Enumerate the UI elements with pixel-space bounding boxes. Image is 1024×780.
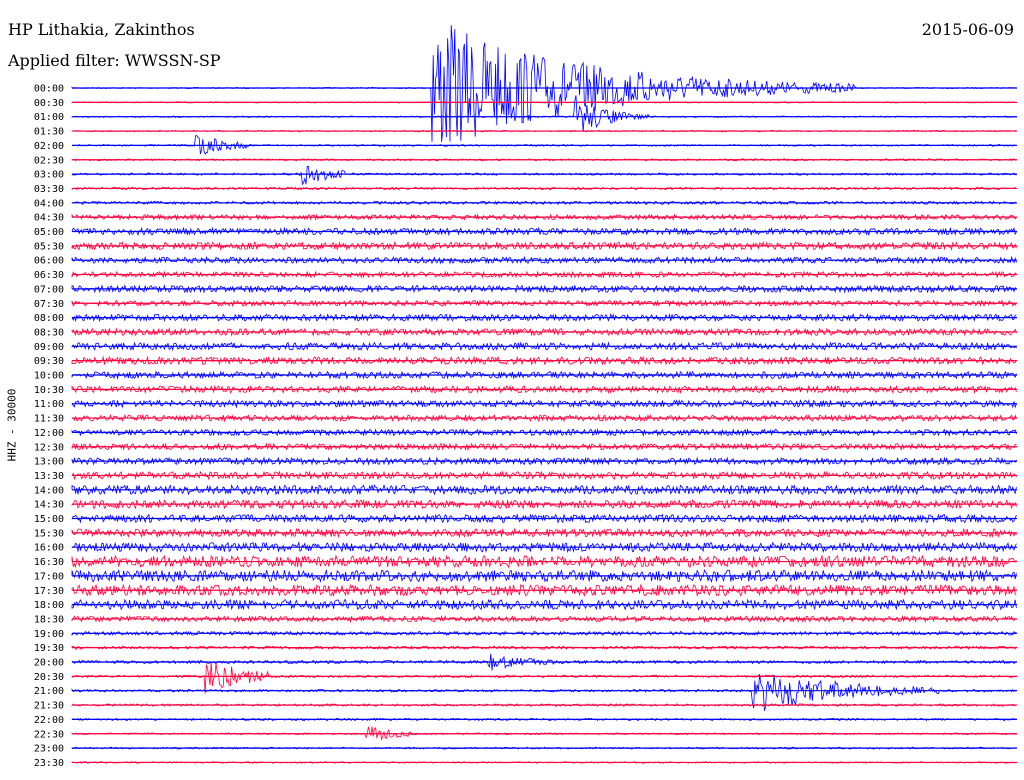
trace-label: 02:00	[34, 141, 64, 152]
trace-label: 22:00	[34, 715, 64, 726]
seismic-trace	[71, 442, 1017, 452]
trace-label: 03:00	[34, 170, 64, 181]
trace-label: 03:30	[34, 184, 64, 195]
trace-label: 05:30	[34, 241, 64, 252]
trace-label: 20:30	[34, 672, 64, 683]
trace-label: 11:30	[34, 414, 64, 425]
trace-label: 14:00	[34, 485, 64, 496]
trace-label: 16:30	[34, 557, 64, 568]
seismic-trace	[71, 554, 1017, 569]
trace-label: 17:00	[34, 571, 64, 582]
trace-label: 18:30	[34, 614, 64, 625]
seismic-trace	[71, 95, 1017, 132]
seismic-trace	[71, 456, 1017, 466]
trace-label: 21:30	[34, 701, 64, 712]
station-title: HP Lithakia, Zakinthos	[8, 20, 195, 39]
trace-label: 16:00	[34, 543, 64, 554]
seismic-trace	[71, 583, 1017, 598]
seismic-trace	[71, 413, 1017, 423]
trace-label: 11:00	[34, 399, 64, 410]
trace-label: 23:00	[34, 744, 64, 755]
trace-label: 21:00	[34, 686, 64, 697]
trace-label: 13:30	[34, 471, 64, 482]
trace-label: 17:30	[34, 586, 64, 597]
seismic-trace	[71, 313, 1017, 323]
trace-label: 08:00	[34, 313, 64, 324]
seismic-trace	[71, 527, 1017, 539]
trace-label: 19:30	[34, 643, 64, 654]
seismic-trace	[71, 661, 1017, 694]
trace-label: 10:00	[34, 371, 64, 382]
trace-label: 08:30	[34, 327, 64, 338]
trace-label: 12:00	[34, 428, 64, 439]
trace-label: 06:30	[34, 270, 64, 281]
trace-label: 20:00	[34, 658, 64, 669]
trace-label: 00:00	[34, 84, 64, 95]
seismic-trace	[71, 165, 1017, 186]
seismic-trace	[71, 427, 1017, 437]
trace-label: 06:00	[34, 256, 64, 267]
seismic-trace	[71, 226, 1017, 237]
trace-label: 22:30	[34, 729, 64, 740]
seismic-trace	[71, 200, 1017, 206]
trace-label: 01:30	[34, 127, 64, 138]
trace-label: 07:00	[34, 284, 64, 295]
trace-label: 07:30	[34, 299, 64, 310]
seismic-trace	[71, 483, 1017, 496]
date-label: 2015-06-09	[921, 20, 1014, 39]
trace-label: 02:30	[34, 155, 64, 166]
trace-label: 05:00	[34, 227, 64, 238]
trace-label: 01:00	[34, 112, 64, 123]
seismic-trace	[71, 25, 1017, 142]
trace-label: 00:30	[34, 98, 64, 109]
seismic-trace	[71, 470, 1017, 481]
trace-label: 09:30	[34, 356, 64, 367]
seismic-trace	[71, 726, 1017, 742]
trace-label: 23:30	[34, 758, 64, 769]
trace-label: 15:00	[34, 514, 64, 525]
trace-label: 10:30	[34, 385, 64, 396]
trace-label: 13:00	[34, 457, 64, 468]
trace-label: 19:00	[34, 629, 64, 640]
trace-label: 12:30	[34, 442, 64, 453]
trace-label: 18:00	[34, 600, 64, 611]
filter-label: Applied filter: WWSSN-SP	[8, 51, 221, 70]
seismic-trace	[71, 255, 1017, 265]
trace-label: 14:30	[34, 500, 64, 511]
trace-label: 04:00	[34, 198, 64, 209]
trace-label: 04:30	[34, 213, 64, 224]
trace-label: 09:00	[34, 342, 64, 353]
trace-label: 15:30	[34, 528, 64, 539]
